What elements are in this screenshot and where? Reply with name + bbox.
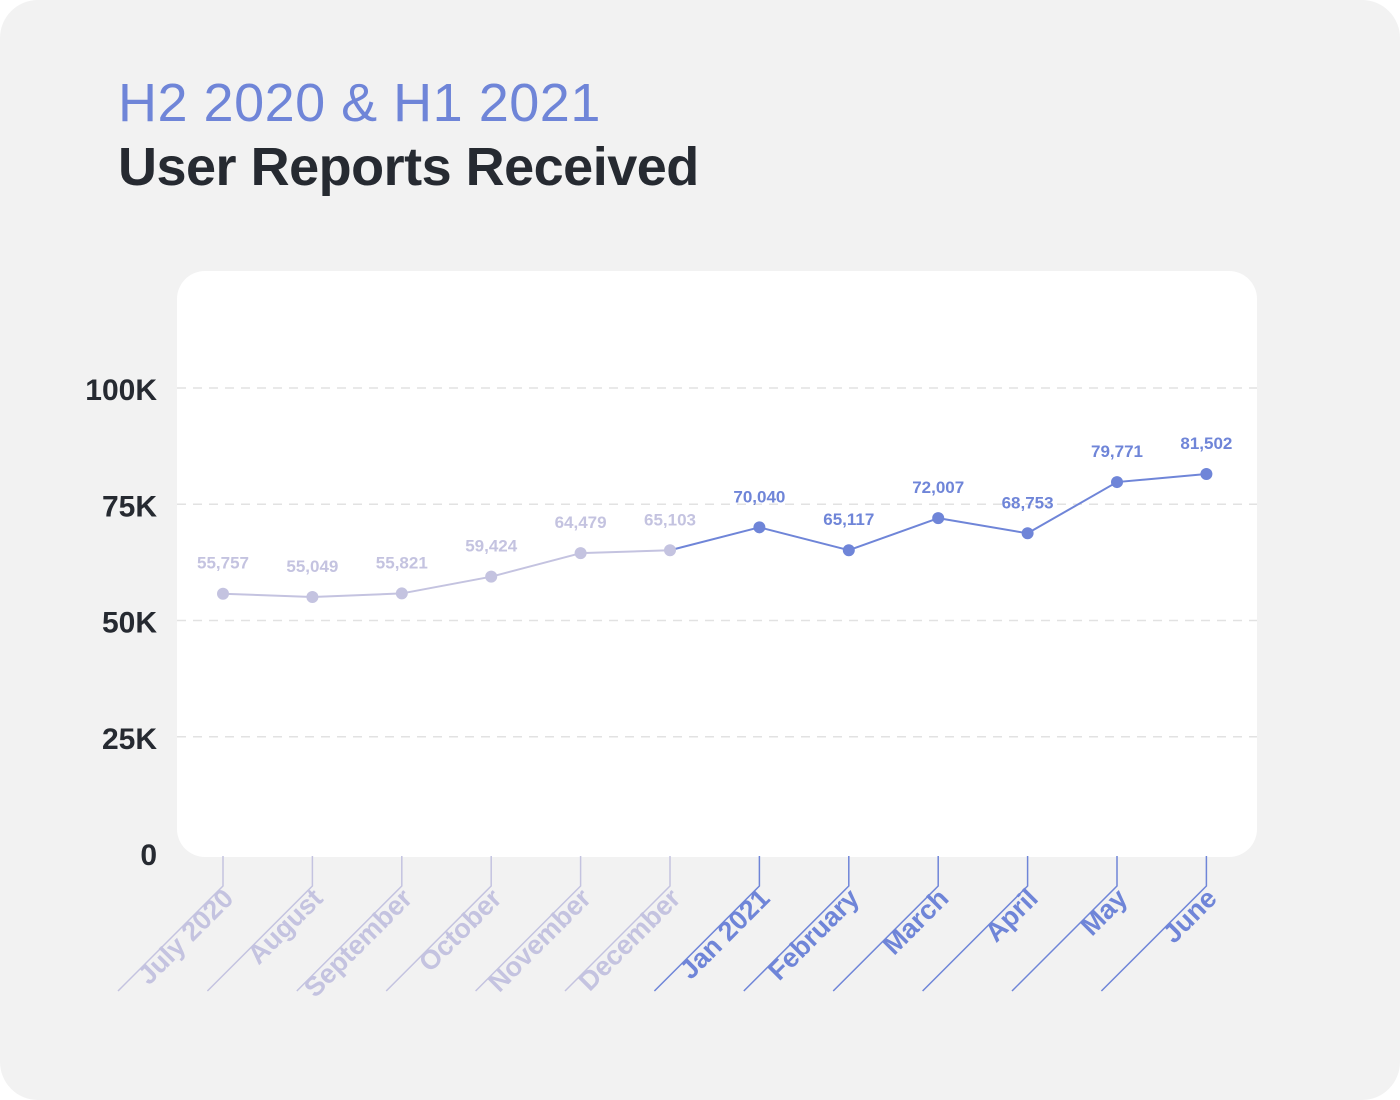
- x-tick-leader: [743, 856, 850, 992]
- x-tick-label: August: [242, 883, 329, 970]
- data-label: 55,821: [376, 553, 428, 572]
- x-tick-leader: [922, 856, 1029, 992]
- data-point: [842, 544, 855, 557]
- series-line-segment: [490, 552, 581, 578]
- data-point: [1111, 476, 1123, 489]
- x-tick-leader: [296, 856, 403, 992]
- x-tick-leader: [117, 856, 224, 992]
- data-point: [395, 587, 408, 600]
- series-line-segment: [938, 517, 1028, 535]
- plot-panel: [177, 271, 1257, 857]
- data-label: 55,049: [286, 557, 338, 576]
- x-tick-leader: [832, 856, 939, 992]
- data-point: [753, 521, 766, 534]
- chart-title: User Reports Received: [118, 137, 699, 197]
- data-point: [664, 544, 676, 557]
- x-tick-leader: [1011, 856, 1118, 992]
- series-line-segment: [401, 575, 492, 595]
- x-tick-label: February: [762, 883, 865, 986]
- data-label: 55,757: [197, 554, 249, 573]
- x-tick-label: July 2020: [132, 883, 239, 990]
- data-point: [485, 570, 498, 583]
- y-tick-label: 0: [140, 839, 157, 872]
- chart-subtitle: H2 2020 & H1 2021: [118, 73, 601, 133]
- series-line-segment: [580, 549, 671, 555]
- y-tick-label: 75K: [102, 490, 157, 523]
- y-tick-label: 50K: [102, 607, 157, 640]
- data-label: 59,424: [465, 537, 518, 556]
- x-tick-label: Jan 2021: [674, 883, 776, 985]
- data-point: [217, 587, 229, 600]
- x-tick-leader: [653, 856, 761, 992]
- data-label: 68,753: [1002, 493, 1054, 512]
- series-line-segment: [1116, 473, 1207, 484]
- x-tick-label: May: [1075, 883, 1133, 941]
- x-tick-leader: [385, 856, 492, 992]
- data-label: 79,771: [1091, 442, 1143, 461]
- data-label: 65,103: [644, 510, 696, 529]
- x-tick-leader: [206, 856, 314, 992]
- data-point: [932, 512, 945, 525]
- x-tick-label: March: [877, 883, 954, 960]
- data-label: 64,479: [555, 513, 607, 532]
- data-point: [1021, 527, 1034, 540]
- data-label: 70,040: [733, 487, 785, 506]
- series-line-segment: [669, 526, 760, 552]
- series-line-segment: [222, 592, 313, 599]
- series-line-segment: [1027, 481, 1118, 535]
- data-label: 72,007: [912, 478, 964, 497]
- y-tick-label: 25K: [102, 723, 157, 756]
- data-point: [306, 591, 319, 604]
- data-point: [1200, 468, 1213, 481]
- data-label: 81,502: [1180, 434, 1232, 453]
- x-tick-leader: [1100, 856, 1208, 992]
- x-tick-label: June: [1157, 883, 1223, 949]
- data-point: [574, 547, 587, 560]
- x-tick-label: April: [979, 883, 1044, 948]
- series-line-segment: [848, 517, 939, 552]
- series-line-segment: [759, 526, 850, 552]
- x-tick-leader: [475, 856, 582, 992]
- data-label: 65,117: [823, 510, 874, 529]
- x-tick-label: October: [413, 883, 508, 978]
- y-tick-label: 100K: [85, 374, 157, 407]
- x-tick-leader: [564, 856, 671, 992]
- series-line-segment: [312, 592, 402, 599]
